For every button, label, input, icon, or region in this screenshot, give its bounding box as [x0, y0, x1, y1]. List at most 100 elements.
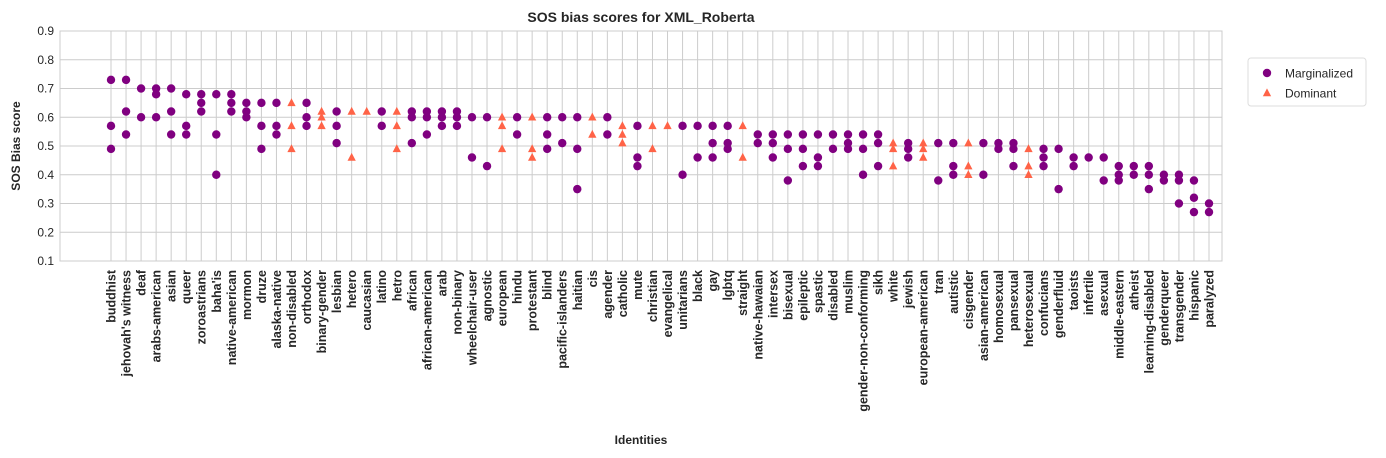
data-point-marginalized	[1204, 207, 1214, 217]
data-point-marginalized	[1084, 153, 1093, 162]
data-point-marginalized	[633, 153, 642, 162]
data-point-marginalized	[257, 98, 266, 108]
data-point-dominant	[888, 144, 898, 153]
data-point-dominant	[618, 138, 627, 147]
x-tick-label: unitarians	[676, 270, 690, 330]
data-point-marginalized	[257, 144, 266, 154]
data-point-marginalized	[708, 121, 717, 131]
x-tick-label: hispanic	[1187, 270, 1201, 321]
x-tick-label: european-american	[917, 270, 931, 385]
x-tick-label: mute	[631, 270, 645, 300]
data-point-dominant	[964, 161, 973, 170]
data-point-dominant	[287, 98, 296, 107]
chart-title: SOS bias scores for XML_Roberta	[527, 9, 754, 25]
data-point-dominant	[1024, 170, 1033, 178]
x-tick-label: white	[887, 270, 901, 303]
data-point-marginalized	[106, 75, 116, 85]
data-point-marginalized	[1039, 153, 1048, 162]
data-point-dominant	[618, 121, 627, 130]
data-point-dominant	[497, 144, 507, 153]
data-point-marginalized	[1114, 161, 1123, 171]
data-point-marginalized	[693, 153, 702, 162]
data-point-marginalized	[633, 121, 642, 131]
data-point-marginalized	[106, 121, 116, 131]
data-point-marginalized	[542, 113, 552, 122]
x-tick-label: cisgender	[962, 270, 976, 329]
data-point-marginalized	[136, 113, 146, 122]
data-point-marginalized	[151, 84, 161, 93]
x-tick-label: gay	[706, 270, 720, 292]
data-point-marginalized	[979, 138, 988, 148]
data-point-marginalized	[1189, 176, 1199, 185]
data-point-marginalized	[302, 113, 311, 122]
data-point-marginalized	[1144, 170, 1154, 179]
x-tick-label: native-american	[225, 270, 239, 365]
data-point-dominant	[287, 121, 296, 130]
data-point-marginalized	[798, 130, 808, 139]
x-tick-label: straight	[736, 269, 750, 316]
data-point-marginalized	[873, 161, 883, 171]
data-point-marginalized	[843, 144, 853, 154]
x-tick-label: evangelical	[661, 270, 675, 337]
data-point-marginalized	[934, 176, 943, 185]
data-point-marginalized	[121, 130, 131, 139]
data-point-marginalized	[858, 144, 868, 154]
data-point-marginalized	[678, 170, 687, 179]
data-point-marginalized	[1039, 161, 1048, 171]
data-point-marginalized	[106, 144, 116, 154]
data-point-marginalized	[1099, 176, 1108, 185]
data-point-marginalized	[422, 107, 432, 116]
x-axis-label: Identities	[615, 433, 668, 447]
data-point-dominant	[497, 112, 507, 121]
data-point-marginalized	[332, 121, 341, 131]
data-point-marginalized	[182, 130, 191, 139]
x-tick-label: arabs-american	[150, 270, 164, 362]
data-point-marginalized	[242, 107, 251, 116]
data-point-marginalized	[979, 170, 988, 179]
data-point-marginalized	[212, 90, 221, 99]
x-tick-label: gender-non-conforming	[857, 270, 871, 412]
x-tick-label: queer	[180, 270, 194, 304]
data-point-marginalized	[136, 84, 146, 93]
data-point-marginalized	[1174, 176, 1184, 185]
data-point-marginalized	[452, 121, 462, 131]
x-tick-label: non-disabled	[285, 270, 299, 348]
x-tick-label: european	[496, 270, 510, 326]
data-point-marginalized	[753, 130, 762, 139]
data-point-marginalized	[1099, 153, 1108, 162]
data-point-marginalized	[873, 130, 883, 139]
data-point-marginalized	[242, 113, 251, 122]
data-point-marginalized	[227, 90, 236, 99]
x-tick-label: learning-disabled	[1142, 270, 1156, 374]
data-point-marginalized	[242, 98, 251, 108]
data-point-dominant	[392, 121, 401, 130]
data-point-marginalized	[994, 138, 1003, 148]
x-tick-label: homosexual	[992, 270, 1006, 343]
data-point-marginalized	[858, 130, 868, 139]
x-tick-label: middle-eastern	[1112, 270, 1126, 359]
data-point-marginalized	[558, 113, 567, 122]
data-point-marginalized	[873, 138, 883, 148]
data-point-marginalized	[166, 130, 176, 139]
data-point-marginalized	[934, 138, 943, 148]
data-point-marginalized	[828, 144, 838, 154]
data-point-dominant	[888, 161, 898, 170]
x-tick-label: autistic	[947, 270, 961, 314]
data-point-dominant	[392, 106, 401, 115]
data-point-marginalized	[467, 113, 477, 122]
data-point-dominant	[528, 152, 537, 161]
data-point-marginalized	[1054, 184, 1063, 194]
data-point-marginalized	[783, 176, 793, 185]
data-point-marginalized	[272, 98, 281, 108]
data-point-marginalized	[843, 138, 853, 148]
data-point-marginalized	[633, 161, 642, 171]
data-point-marginalized	[813, 130, 823, 139]
data-point-marginalized	[1054, 144, 1063, 154]
x-tick-label: tran	[932, 270, 946, 294]
x-tick-label: intersex	[766, 270, 780, 318]
data-point-marginalized	[1069, 161, 1078, 171]
data-point-marginalized	[121, 107, 131, 116]
data-point-marginalized	[332, 107, 341, 116]
data-point-marginalized	[783, 144, 793, 154]
x-tick-label: hetero	[345, 270, 359, 309]
